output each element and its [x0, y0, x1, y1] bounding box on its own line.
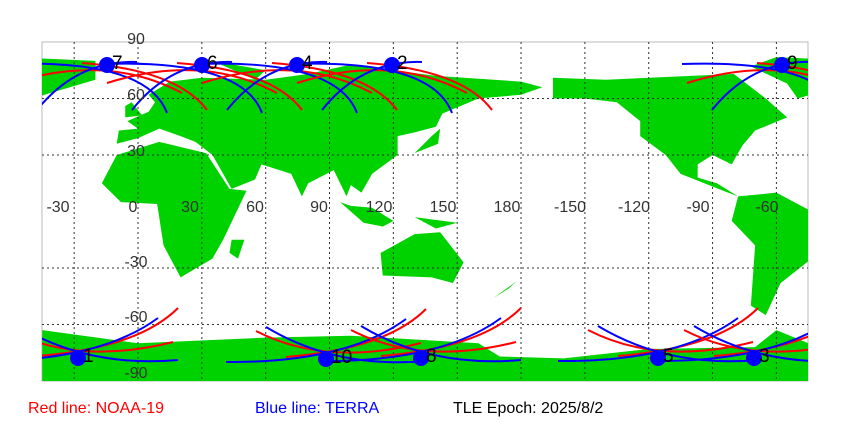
landmass: [493, 281, 517, 299]
longitude-label: 90: [310, 199, 328, 216]
landmass: [212, 60, 266, 80]
legend-entry: Red line: NOAA-19: [28, 400, 164, 417]
track-blue: [101, 62, 263, 114]
landmass: [229, 239, 245, 259]
pass-label: 1: [83, 346, 94, 367]
track-blue: [557, 317, 739, 363]
track-red: [713, 335, 808, 357]
track-red: [42, 307, 179, 357]
legend-entry: Blue line: TERRA: [255, 400, 380, 417]
longitude-label: 150: [430, 199, 457, 216]
latitude-label: -90: [124, 365, 147, 382]
track-red: [285, 308, 427, 358]
graticule: [42, 42, 808, 381]
landmass: [414, 128, 441, 154]
latitude-label: 30: [127, 143, 145, 160]
longitude-label: -120: [618, 199, 650, 216]
latitude-label: 60: [127, 87, 145, 104]
landmass: [552, 74, 788, 197]
longitude-label: 60: [246, 199, 264, 216]
pass-label: 3: [759, 346, 770, 367]
track-blue: [265, 326, 427, 364]
pass-label: 7: [112, 53, 123, 74]
pass-label: 5: [663, 346, 674, 367]
pass-label: 10: [331, 347, 352, 368]
track-blue: [196, 62, 358, 114]
track-blue: [291, 62, 453, 114]
satellite-position: [384, 57, 400, 73]
track-blue: [597, 325, 759, 363]
landmass: [414, 217, 458, 229]
pass-label: 2: [397, 53, 408, 74]
longitude-label: -90: [686, 199, 709, 216]
longitude-label: 180: [494, 199, 521, 216]
landmass: [340, 202, 394, 227]
track-blue: [42, 62, 168, 114]
satellite-position: [650, 350, 666, 366]
satellite-position: [194, 57, 210, 73]
track-blue: [42, 337, 179, 363]
track-blue: [360, 325, 522, 363]
satellite-position: [774, 57, 790, 73]
track-red: [380, 307, 522, 357]
track-blue: [321, 60, 423, 111]
pass-label: 4: [302, 53, 313, 74]
track-blue: [711, 61, 808, 111]
ground-tracks: [42, 60, 808, 364]
track-blue: [681, 62, 808, 82]
longitude-label: -150: [554, 199, 586, 216]
track-blue: [653, 332, 808, 363]
landmass: [380, 232, 464, 284]
satellite-position: [746, 350, 762, 366]
longitude-label: -30: [46, 199, 69, 216]
legend-entry: TLE Epoch: 2025/8/2: [453, 400, 603, 417]
track-blue: [225, 318, 407, 364]
track-blue: [693, 325, 808, 362]
landmass: [116, 64, 543, 197]
longitude-label: -60: [755, 199, 778, 216]
longitude-label: 120: [366, 199, 393, 216]
satellite-position: [289, 57, 305, 73]
longitude-label: 0: [129, 199, 138, 216]
track-blue: [42, 60, 138, 106]
pass-label: 8: [426, 346, 437, 367]
satellite-position: [70, 350, 86, 366]
labels: -30 0 30 60 90 120 150 180 -150 -120 -90 -60 90 60 30 -…: [46, 31, 778, 382]
track-blue: [42, 317, 159, 359]
landmass: [42, 58, 96, 96]
satellite-position: [413, 350, 429, 366]
satellite-position: [99, 57, 115, 73]
latitude-label: 90: [127, 31, 145, 48]
latitude-label: -30: [124, 254, 147, 271]
pass-label: 6: [207, 53, 218, 74]
pass-label: 9: [787, 53, 798, 74]
landmass: [101, 141, 247, 278]
landmass: [731, 192, 808, 316]
satellite-position: [318, 351, 334, 367]
track-blue: [226, 60, 328, 111]
latitude-label: -60: [124, 309, 147, 326]
track-red: [617, 307, 759, 357]
longitude-label: 30: [181, 199, 199, 216]
track-blue: [320, 317, 502, 363]
track-blue: [131, 60, 233, 111]
